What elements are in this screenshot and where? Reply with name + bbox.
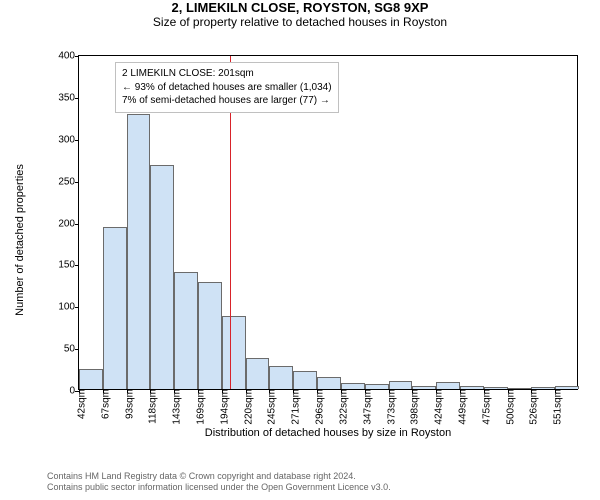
x-tick: 526sqm	[527, 389, 540, 425]
footer-line-1: Contains HM Land Registry data © Crown c…	[47, 471, 391, 483]
y-tick-mark	[75, 224, 79, 225]
x-tick-mark	[150, 389, 151, 393]
x-tick-mark	[79, 389, 80, 393]
y-tick-mark	[75, 265, 79, 266]
x-tick: 143sqm	[170, 389, 183, 425]
x-tick: 67sqm	[98, 389, 111, 419]
histogram-bar	[436, 382, 460, 389]
y-tick-mark	[75, 349, 79, 350]
x-tick: 551sqm	[551, 389, 564, 425]
x-tick-mark	[484, 389, 485, 393]
x-tick-mark	[389, 389, 390, 393]
callout-box: 2 LIMEKILN CLOSE: 201sqm← 93% of detache…	[115, 62, 339, 113]
x-tick-mark	[508, 389, 509, 393]
histogram-bar	[269, 366, 293, 389]
histogram-bar	[293, 371, 317, 389]
histogram-bar	[317, 377, 341, 389]
x-tick: 322sqm	[336, 389, 349, 425]
x-tick-mark	[293, 389, 294, 393]
y-tick-mark	[75, 56, 79, 57]
x-tick: 347sqm	[360, 389, 373, 425]
x-tick-mark	[317, 389, 318, 393]
footer-line-2: Contains public sector information licen…	[47, 482, 391, 494]
x-axis-label: Distribution of detached houses by size …	[79, 427, 577, 439]
x-tick: 194sqm	[217, 389, 230, 425]
y-tick-mark	[75, 98, 79, 99]
x-tick-mark	[555, 389, 556, 393]
histogram-bar	[198, 282, 222, 389]
histogram-bar	[103, 227, 127, 389]
x-tick: 398sqm	[408, 389, 421, 425]
callout-line: 2 LIMEKILN CLOSE: 201sqm	[122, 67, 332, 81]
page-title: 2, LIMEKILN CLOSE, ROYSTON, SG8 9XP	[0, 0, 600, 15]
x-tick-mark	[198, 389, 199, 393]
x-tick-mark	[127, 389, 128, 393]
histogram-bar	[246, 358, 270, 389]
x-tick: 500sqm	[503, 389, 516, 425]
x-tick-mark	[365, 389, 366, 393]
x-tick-mark	[436, 389, 437, 393]
page-subtitle: Size of property relative to detached ho…	[0, 15, 600, 29]
x-tick-mark	[222, 389, 223, 393]
x-tick: 220sqm	[241, 389, 254, 425]
x-tick: 245sqm	[265, 389, 278, 425]
y-tick-mark	[75, 182, 79, 183]
x-tick: 271sqm	[289, 389, 302, 425]
x-tick: 93sqm	[122, 389, 135, 419]
x-tick: 118sqm	[146, 389, 159, 424]
x-tick-mark	[174, 389, 175, 393]
x-tick-mark	[412, 389, 413, 393]
x-tick-mark	[103, 389, 104, 393]
x-tick: 373sqm	[384, 389, 397, 425]
x-tick: 475sqm	[479, 389, 492, 425]
y-tick-mark	[75, 140, 79, 141]
callout-line: ← 93% of detached houses are smaller (1,…	[122, 81, 332, 95]
x-tick: 296sqm	[313, 389, 326, 425]
x-tick-mark	[460, 389, 461, 393]
y-tick-mark	[75, 307, 79, 308]
x-tick-mark	[531, 389, 532, 393]
x-tick: 169sqm	[194, 389, 207, 425]
histogram-bar	[389, 381, 413, 389]
histogram-bar	[222, 316, 246, 389]
footer-caption: Contains HM Land Registry data © Crown c…	[47, 471, 391, 494]
x-tick: 424sqm	[432, 389, 445, 425]
x-tick: 449sqm	[455, 389, 468, 425]
y-axis-label: Number of detached properties	[14, 164, 26, 316]
x-tick: 42sqm	[75, 389, 88, 419]
plot-area: Distribution of detached houses by size …	[78, 55, 578, 390]
histogram-bar	[127, 114, 151, 389]
chart-area: Number of detached properties Distributi…	[30, 50, 590, 430]
histogram-bar	[150, 165, 174, 389]
x-tick-mark	[341, 389, 342, 393]
x-tick-mark	[269, 389, 270, 393]
callout-line: 7% of semi-detached houses are larger (7…	[122, 94, 332, 108]
histogram-bar	[79, 369, 103, 389]
x-tick-mark	[246, 389, 247, 393]
histogram-bar	[174, 272, 198, 389]
